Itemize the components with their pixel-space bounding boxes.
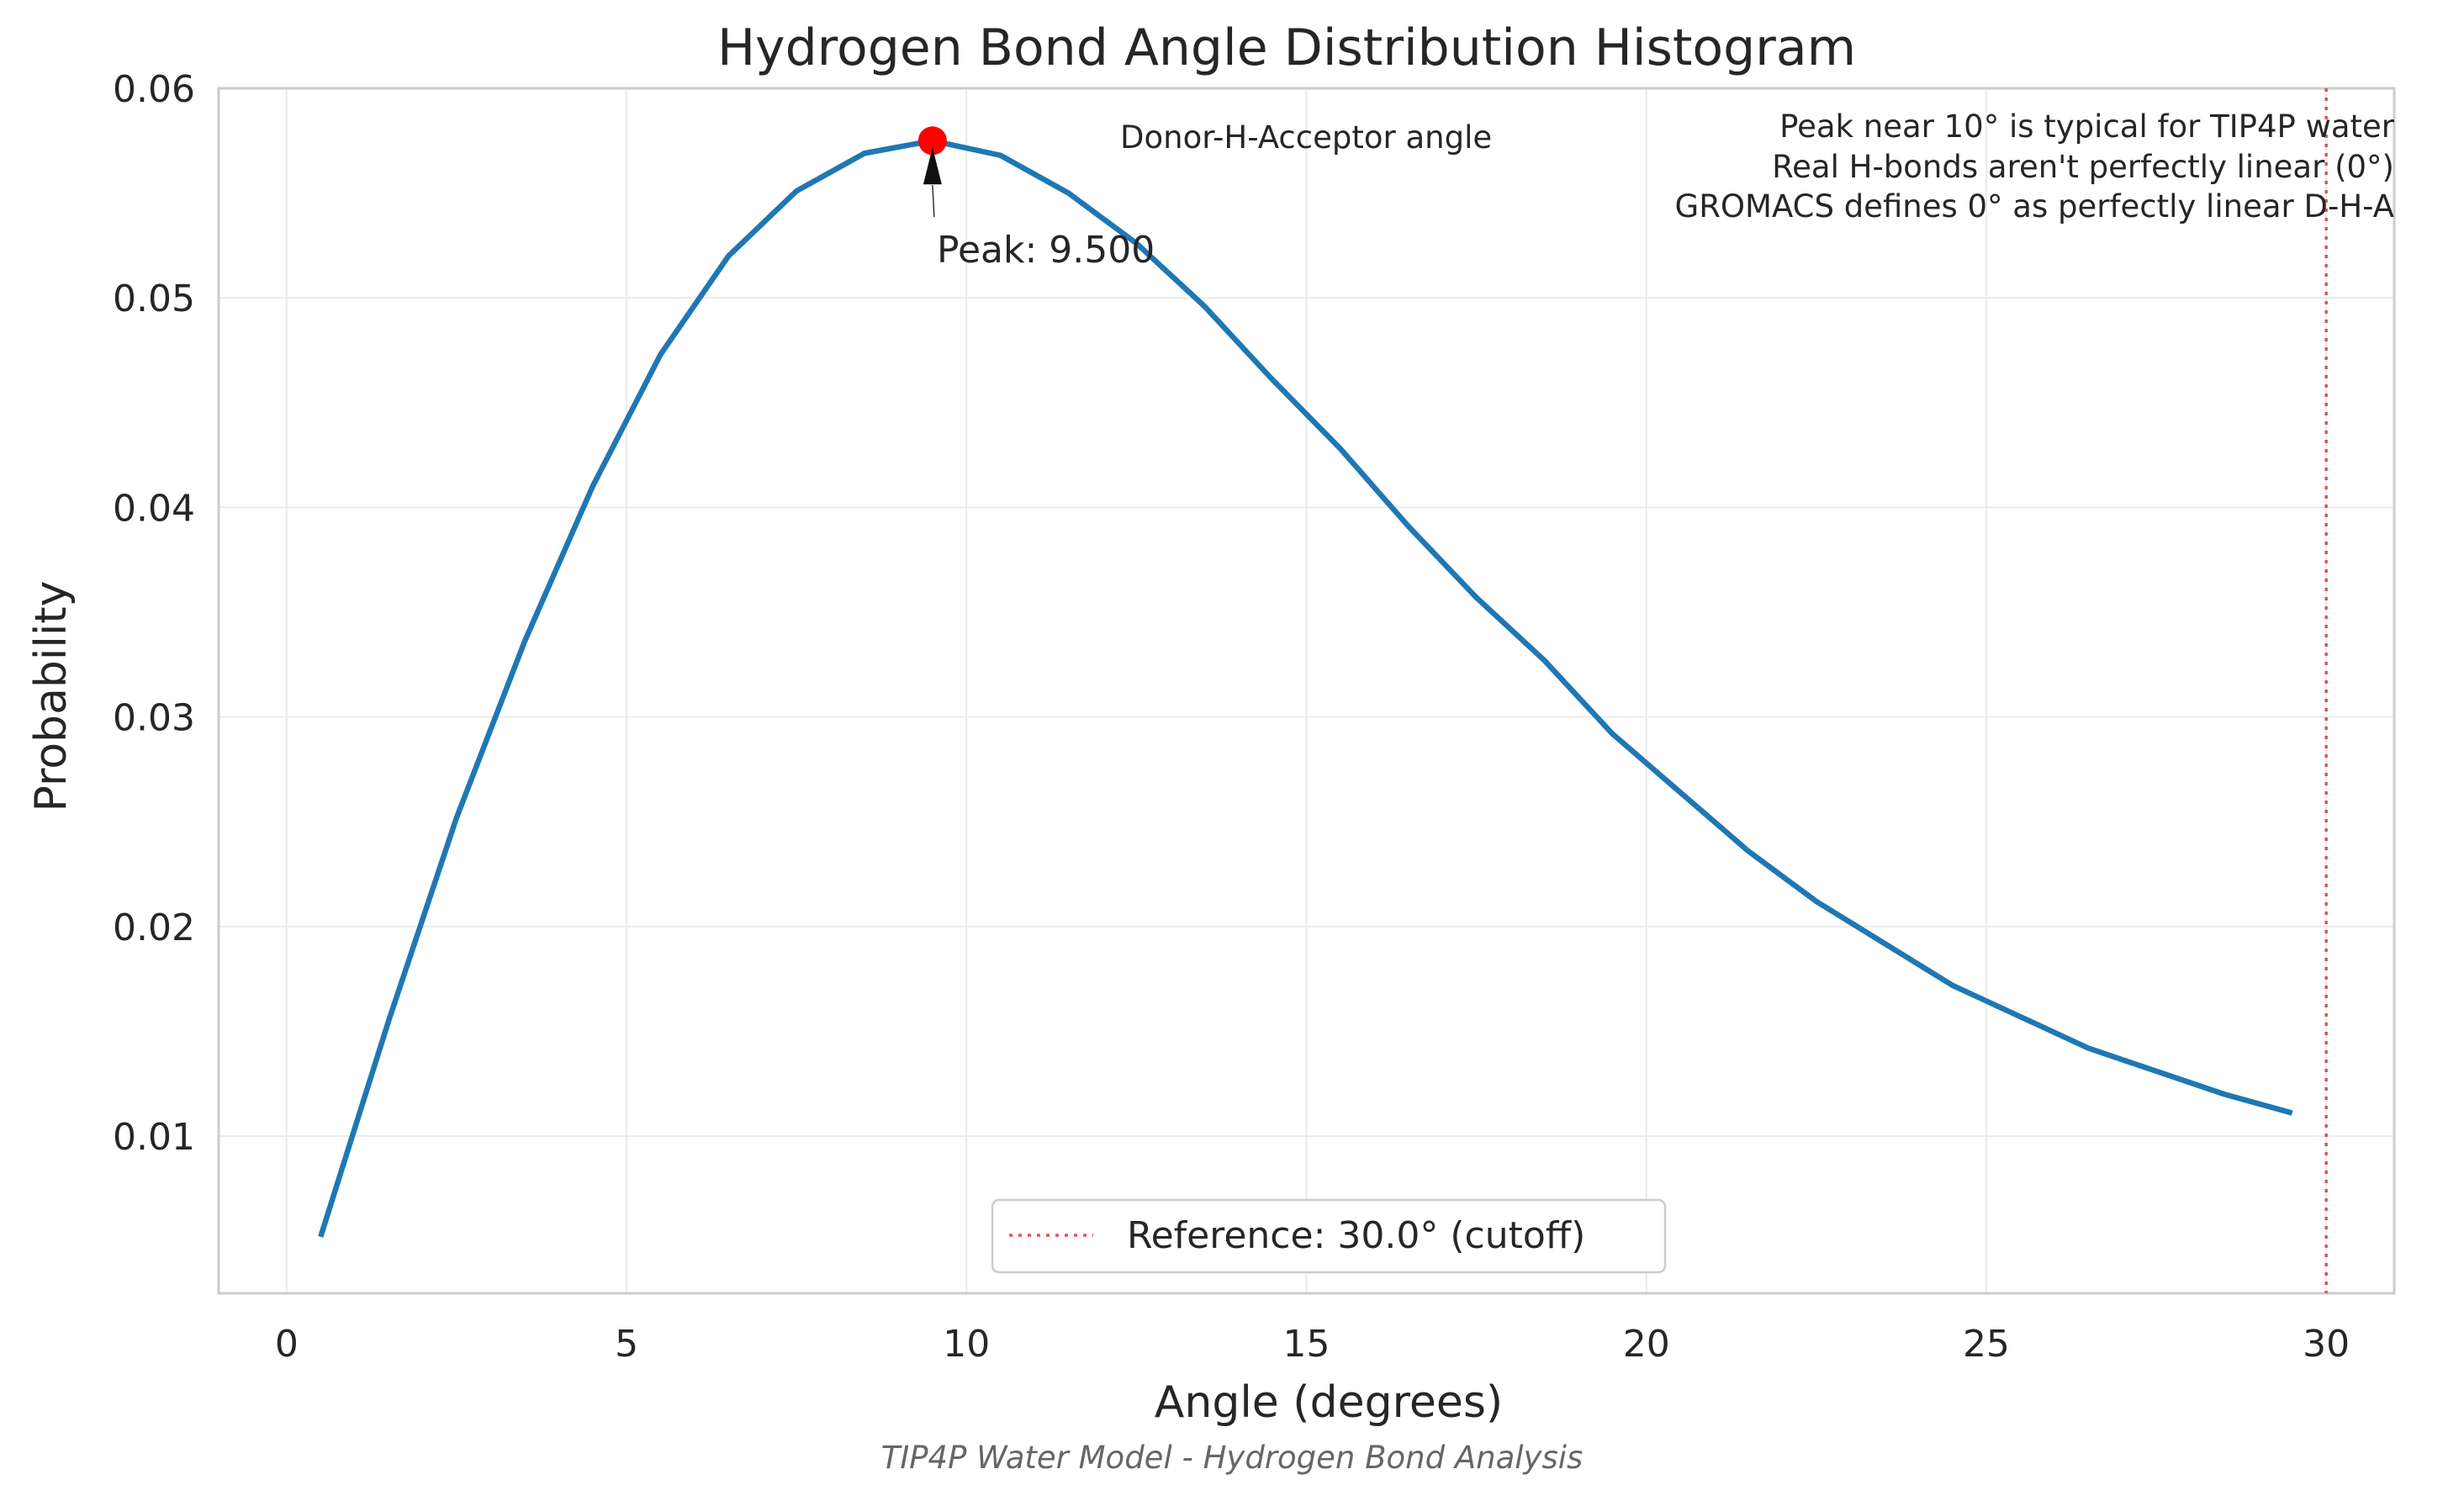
y-tick-label: 0.05 <box>113 277 195 320</box>
inline-note: Donor-H-Acceptor angle <box>1120 119 1492 156</box>
peak-label: Peak: 9.500 <box>937 229 1155 272</box>
y-tick-label: 0.03 <box>113 697 195 740</box>
note-line-3: GROMACS defines 0° as perfectly linear D… <box>1675 188 2394 225</box>
y-axis-ticks: 0.01 0.02 0.03 0.04 0.05 0.06 <box>113 68 195 1159</box>
y-tick-label: 0.04 <box>113 487 195 530</box>
series-points <box>320 140 2292 1237</box>
x-axis-ticks: 0 5 10 15 20 25 30 <box>275 1323 2350 1366</box>
legend-label: Reference: 30.0° (cutoff) <box>1127 1214 1585 1257</box>
x-tick-label: 20 <box>1623 1323 1670 1366</box>
footer-caption: TIP4P Water Model - Hydrogen Bond Analys… <box>881 1440 1584 1476</box>
note-line-1: Peak near 10° is typical for TIP4P water <box>1779 108 2395 145</box>
y-axis-title: Probability <box>26 581 77 812</box>
y-tick-label: 0.02 <box>113 906 195 949</box>
x-tick-label: 10 <box>943 1323 990 1366</box>
y-tick-label: 0.06 <box>113 68 195 111</box>
x-tick-label: 30 <box>2303 1323 2350 1366</box>
peak-arrow <box>923 147 942 218</box>
x-axis-title: Angle (degrees) <box>1155 1377 1503 1428</box>
legend-box <box>991 1198 1667 1274</box>
chart-title: Hydrogen Bond Angle Distribution Histogr… <box>717 18 1856 77</box>
peak-marker <box>917 126 947 156</box>
x-tick-label: 5 <box>615 1323 638 1366</box>
legend: Reference: 30.0° (cutoff) <box>991 1198 1667 1274</box>
series-line <box>318 138 2293 1238</box>
x-tick-label: 0 <box>275 1323 299 1366</box>
y-tick-label: 0.01 <box>113 1116 195 1159</box>
plot-frame <box>217 87 2396 1295</box>
note-line-2: Real H-bonds aren't perfectly linear (0°… <box>1772 149 2394 185</box>
x-tick-label: 25 <box>1963 1323 2010 1366</box>
x-tick-label: 15 <box>1283 1323 1330 1366</box>
grid <box>219 87 2394 1293</box>
